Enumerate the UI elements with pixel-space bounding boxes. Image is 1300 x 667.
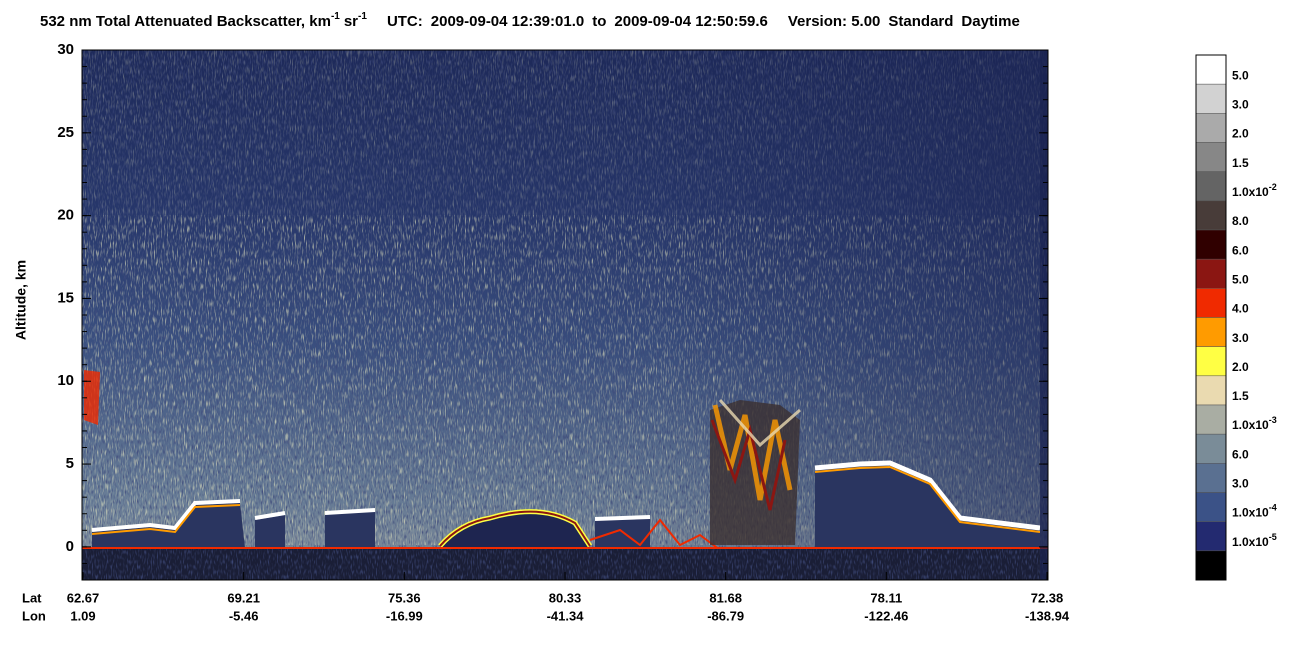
colorbar-frame [1195,54,1227,581]
x-tick-label: -122.46 [864,608,908,623]
x-tick-label: 1.09 [70,608,95,623]
colorbar-label: 4.0 [1232,302,1249,316]
title-daytime: Daytime [961,13,1019,30]
title-product: Standard [888,13,953,30]
x-tick-label: -41.34 [547,608,585,623]
title-utc-start: 2009-09-04 12:39:01.0 [431,13,584,30]
colorbar-label-exponent: -5 [1269,532,1277,542]
colorbar-label: 5.0 [1232,273,1249,287]
colorbar-label: 8.0 [1232,214,1249,228]
colorbar-label: 3.0 [1232,331,1249,345]
y-tick-label: 15 [57,289,74,306]
colorbar-swatch [1195,258,1227,289]
title-to: to [592,13,606,30]
colorbar-swatch [1195,463,1227,493]
x-tick-label: 78.11 [870,590,902,605]
title-unit: sr [344,13,358,30]
colorbar-label-exponent: -2 [1269,182,1277,192]
colorbar-swatch [1195,317,1227,347]
y-tick-label: 5 [66,455,74,472]
colorbar-swatch [1195,113,1227,143]
colorbar: 5.03.02.01.51.0x10-28.06.05.04.03.02.01.… [1195,54,1277,581]
colorbar-label: 6.0 [1232,243,1249,257]
colorbar-swatch [1195,550,1227,581]
colorbar-swatch [1195,404,1227,435]
colorbar-swatch [1195,433,1227,464]
x-tick-label: 80.33 [549,590,582,605]
colorbar-label: 2.0 [1232,360,1249,374]
title-quantity: 532 nm Total Attenuated Backscatter, km [40,13,331,30]
y-tick-label: 0 [66,538,74,555]
colorbar-swatch [1195,171,1227,202]
title-version: Version: 5.00 [788,13,881,30]
title-exponent: -1 [331,11,340,22]
colorbar-label: 1.0x10-3 [1232,416,1277,433]
x-row-label: Lat [22,590,42,605]
colorbar-label: 1.0x10-5 [1232,532,1277,549]
backscatter-image [82,50,1048,580]
x-tick-label: 75.36 [388,590,421,605]
colorbar-swatch [1195,492,1227,522]
title-exponent: -1 [358,11,367,22]
title-utc-end: 2009-09-04 12:50:59.6 [614,13,767,30]
colorbar-label: 6.0 [1232,448,1249,462]
colorbar-label-base: 1.0x10 [1232,506,1269,520]
colorbar-swatch [1195,288,1227,318]
x-tick-label: 72.38 [1031,590,1064,605]
colorbar-label: 5.0 [1232,68,1249,82]
colorbar-label-base: 1.0x10 [1232,418,1269,432]
colorbar-swatch [1195,54,1227,85]
colorbar-swatch [1195,200,1227,231]
x-tick-label: -138.94 [1025,608,1070,623]
colorbar-label: 2.0 [1232,127,1249,141]
colorbar-swatch [1195,229,1227,260]
colorbar-label: 1.0x10-4 [1232,503,1277,520]
colorbar-swatch [1195,346,1227,377]
colorbar-swatch [1195,375,1227,406]
colorbar-label-base: 1.0x10 [1232,535,1269,549]
colorbar-swatch [1195,521,1227,552]
y-tick-label: 25 [57,124,74,141]
x-tick-label: 69.21 [227,590,260,605]
colorbar-label-exponent: -4 [1269,503,1277,513]
colorbar-label: 3.0 [1232,477,1249,491]
colorbar-swatch [1195,142,1227,172]
colorbar-label: 3.0 [1232,98,1249,112]
y-tick-label: 30 [57,41,74,58]
title-utc-label: UTC: [387,13,423,30]
x-tick-label: -5.46 [229,608,259,623]
colorbar-label: 1.0x10-2 [1232,182,1277,199]
colorbar-label: 1.5 [1232,156,1249,170]
colorbar-label: 1.5 [1232,389,1249,403]
x-tick-label: -86.79 [707,608,744,623]
x-tick-label: 62.67 [67,590,100,605]
x-tick-label: -16.99 [386,608,423,623]
colorbar-label-exponent: -3 [1269,416,1277,426]
y-tick-label: 20 [57,207,74,224]
y-axis-label: Altitude, km [13,260,29,340]
x-row-label: Lon [22,608,46,623]
colorbar-swatch [1195,83,1227,114]
x-tick-label: 81.68 [709,590,742,605]
y-tick-label: 10 [57,372,74,389]
title: 532 nm Total Attenuated Backscatter, km-… [40,11,1020,30]
colorbar-label-base: 1.0x10 [1232,185,1269,199]
